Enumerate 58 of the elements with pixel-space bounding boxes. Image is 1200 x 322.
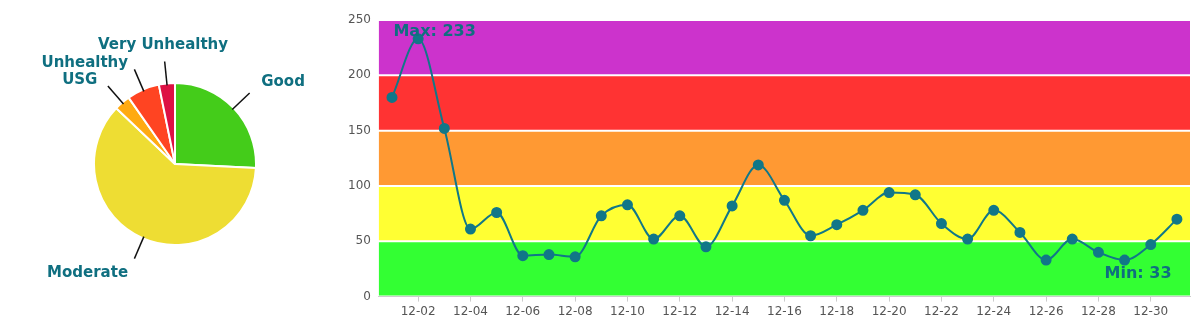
point — [595, 210, 607, 222]
point — [1145, 239, 1157, 251]
y-tick-label: 50 — [355, 233, 371, 248]
x-tick-label: 12-16 — [767, 303, 802, 318]
y-tick-label: 100 — [348, 178, 371, 193]
point — [543, 249, 555, 261]
point — [1066, 233, 1078, 245]
point — [778, 194, 790, 206]
x-tick-label: 12-14 — [714, 303, 750, 318]
slice-label: USG — [62, 69, 98, 88]
y-tick-label: 250 — [348, 12, 371, 27]
point — [700, 241, 712, 253]
point — [621, 199, 633, 211]
x-tick-label: 12-30 — [1133, 303, 1169, 318]
point — [988, 204, 1000, 216]
x-tick-label: 12-10 — [610, 303, 645, 318]
x-tick-label: 12-02 — [400, 303, 436, 318]
x-tick-label: 12-04 — [453, 303, 488, 318]
x-tick-label: 12-24 — [976, 303, 1012, 318]
point — [962, 233, 974, 245]
point — [935, 218, 947, 230]
x-tick-label: 12-18 — [819, 303, 855, 318]
point — [726, 200, 738, 212]
y-tick-label: 0 — [363, 288, 371, 303]
point — [491, 207, 503, 219]
point — [1119, 254, 1131, 266]
x-tick-label: 12-20 — [871, 303, 907, 318]
point — [752, 159, 764, 171]
point — [883, 187, 895, 199]
point — [569, 251, 581, 263]
x-tick-label: 12-08 — [557, 303, 593, 318]
slice-label: Very Unhealthy — [98, 35, 229, 54]
point — [1092, 246, 1104, 258]
annotation: Max: 233 — [393, 21, 476, 41]
point — [857, 204, 869, 216]
y-tick-label: 200 — [348, 67, 371, 82]
point — [464, 223, 476, 235]
point — [1040, 254, 1052, 266]
x-tick-label: 12-12 — [662, 303, 698, 318]
slice-label: Moderate — [47, 263, 129, 282]
x-tick-label: 12-26 — [1028, 303, 1064, 318]
point — [805, 230, 817, 242]
point — [1014, 226, 1026, 238]
point — [1171, 213, 1183, 225]
point — [831, 219, 843, 231]
x-tick-label: 12-28 — [1080, 303, 1116, 318]
point — [909, 189, 921, 201]
point — [438, 122, 450, 134]
slice-label: Good — [261, 71, 305, 90]
point — [648, 233, 660, 245]
point — [674, 210, 686, 222]
point — [517, 250, 529, 262]
point — [386, 91, 398, 103]
x-tick-label: 12-06 — [505, 303, 541, 318]
y-tick-label: 150 — [348, 122, 371, 137]
annotation: Min: 33 — [1104, 263, 1172, 283]
slice-label: Unhealthy — [41, 52, 129, 71]
x-tick-label: 12-22 — [924, 303, 959, 318]
